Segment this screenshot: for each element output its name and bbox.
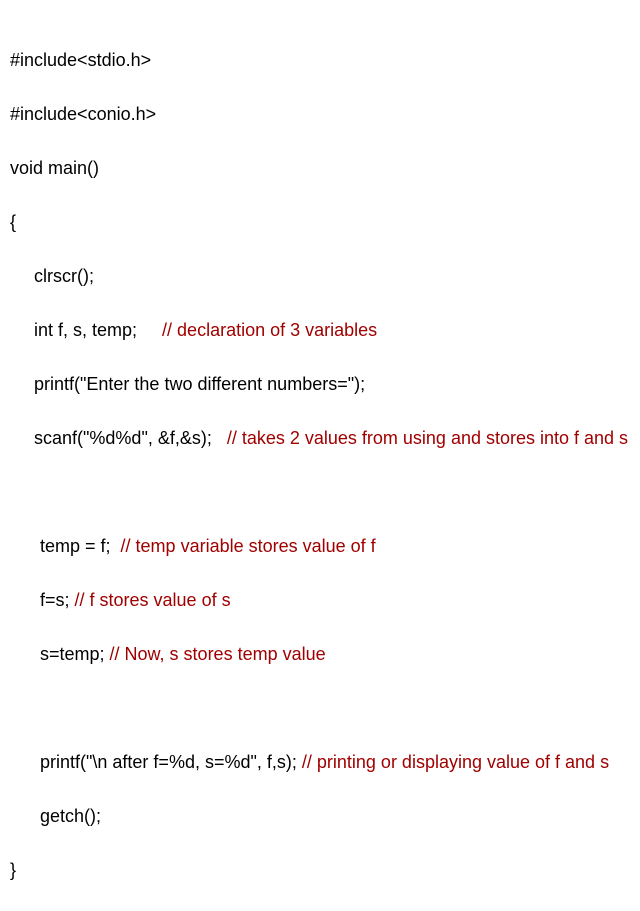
code-text: scanf("%d%d", &f,&s); bbox=[34, 428, 227, 448]
code-line: scanf("%d%d", &f,&s); // takes 2 values … bbox=[10, 425, 630, 452]
code-line: #include<conio.h> bbox=[10, 101, 630, 128]
code-line: } bbox=[10, 857, 630, 884]
code-comment: // Now, s stores temp value bbox=[110, 644, 326, 664]
code-comment: // f stores value of s bbox=[75, 590, 231, 610]
code-line: f=s; // f stores value of s bbox=[10, 587, 630, 614]
code-line: printf("Enter the two different numbers=… bbox=[10, 371, 630, 398]
code-comment: // printing or displaying value of f and… bbox=[302, 752, 609, 772]
code-line: void main() bbox=[10, 155, 630, 182]
code-block: #include<stdio.h> #include<conio.h> void… bbox=[10, 20, 630, 911]
code-line: printf("\n after f=%d, s=%d", f,s); // p… bbox=[10, 749, 630, 776]
code-line: #include<stdio.h> bbox=[10, 47, 630, 74]
code-line: getch(); bbox=[10, 803, 630, 830]
blank-line bbox=[10, 479, 630, 506]
code-comment: // temp variable stores value of f bbox=[121, 536, 376, 556]
code-line: temp = f; // temp variable stores value … bbox=[10, 533, 630, 560]
code-text: f=s; bbox=[40, 590, 75, 610]
code-text: s=temp; bbox=[40, 644, 110, 664]
code-text: int f, s, temp; bbox=[34, 320, 162, 340]
code-text: printf("\n after f=%d, s=%d", f,s); bbox=[40, 752, 302, 772]
code-comment: // takes 2 values from using and stores … bbox=[227, 428, 628, 448]
code-line: { bbox=[10, 209, 630, 236]
code-comment: // declaration of 3 variables bbox=[162, 320, 377, 340]
code-line: int f, s, temp; // declaration of 3 vari… bbox=[10, 317, 630, 344]
code-line: s=temp; // Now, s stores temp value bbox=[10, 641, 630, 668]
code-line: clrscr(); bbox=[10, 263, 630, 290]
code-text: temp = f; bbox=[40, 536, 121, 556]
blank-line bbox=[10, 695, 630, 722]
